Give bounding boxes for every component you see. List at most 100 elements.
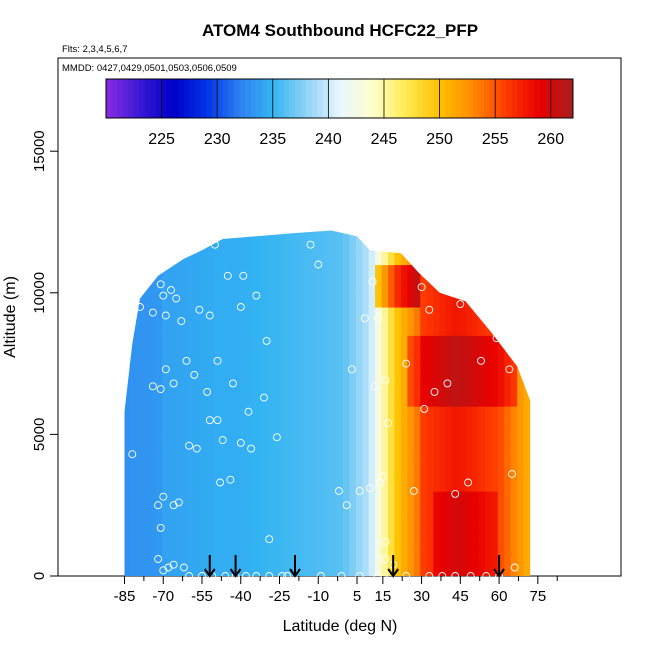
field-cell bbox=[323, 476, 331, 492]
field-cell bbox=[213, 321, 221, 336]
field-cell bbox=[375, 448, 383, 464]
observation-point bbox=[283, 572, 292, 580]
field-cell bbox=[413, 363, 421, 379]
observation-point bbox=[373, 314, 382, 323]
field-cell bbox=[200, 406, 208, 421]
field-cell bbox=[484, 306, 492, 322]
field-cell bbox=[233, 434, 241, 450]
field-cell bbox=[117, 491, 124, 506]
x-tick-label: -70 bbox=[152, 588, 174, 605]
field-cell bbox=[278, 278, 286, 294]
field-cell bbox=[336, 230, 344, 237]
colorbar-swatch bbox=[217, 79, 224, 118]
field-cell bbox=[117, 250, 124, 265]
field-cell bbox=[149, 230, 157, 237]
field-cell bbox=[200, 321, 208, 336]
field-cell bbox=[517, 250, 525, 266]
field-cell bbox=[245, 335, 253, 351]
field-cell bbox=[349, 230, 357, 237]
observation-point bbox=[203, 387, 212, 396]
field-cell bbox=[349, 292, 357, 308]
field-cell bbox=[174, 230, 182, 237]
field-cell bbox=[207, 434, 215, 450]
field-cell bbox=[388, 448, 396, 464]
field-cell bbox=[413, 505, 421, 520]
field-cell bbox=[400, 292, 408, 308]
field-cell bbox=[278, 448, 286, 464]
field-cell bbox=[446, 306, 454, 322]
observation-point bbox=[477, 356, 485, 365]
field-cell bbox=[355, 519, 363, 535]
field-cell bbox=[465, 491, 473, 506]
field-cell bbox=[220, 278, 228, 294]
field-cell bbox=[284, 561, 292, 576]
field-cell bbox=[187, 476, 195, 492]
field-cell bbox=[304, 519, 312, 535]
field-cell bbox=[504, 448, 512, 464]
field-cell bbox=[426, 391, 434, 407]
field-cell bbox=[297, 533, 305, 549]
field-cell bbox=[439, 505, 447, 520]
observation-point bbox=[154, 501, 163, 510]
field-cell bbox=[245, 250, 253, 266]
field-cell bbox=[252, 264, 260, 280]
field-cell bbox=[239, 505, 247, 520]
field-cell bbox=[129, 230, 137, 237]
field-cell bbox=[168, 321, 176, 336]
field-cell bbox=[194, 306, 202, 322]
field-cell bbox=[265, 420, 273, 435]
colorbar-swatch bbox=[467, 79, 474, 118]
field-cell bbox=[362, 533, 370, 549]
field-cell bbox=[439, 363, 447, 379]
field-cell bbox=[433, 349, 441, 365]
x-tick-label: 15 bbox=[374, 588, 391, 605]
field-cell bbox=[530, 306, 531, 322]
field-cell bbox=[245, 476, 253, 492]
field-cell bbox=[213, 391, 221, 407]
field-cell bbox=[484, 236, 492, 251]
colorbar-swatch bbox=[450, 79, 457, 118]
field-cell bbox=[413, 420, 421, 435]
field-cell bbox=[155, 491, 163, 506]
field-cell bbox=[452, 306, 460, 322]
field-cell bbox=[342, 363, 350, 379]
field-cell bbox=[258, 491, 266, 506]
field-cell bbox=[310, 434, 318, 450]
field-cell bbox=[510, 476, 518, 492]
field-cell bbox=[407, 306, 415, 322]
field-cell bbox=[181, 230, 189, 237]
field-cell bbox=[420, 306, 428, 322]
field-cell bbox=[375, 335, 383, 351]
field-cell bbox=[194, 547, 202, 563]
field-cell bbox=[323, 321, 331, 336]
field-cell bbox=[510, 377, 518, 393]
field-cell bbox=[446, 250, 454, 266]
field-cell bbox=[187, 349, 195, 365]
field-cell bbox=[291, 448, 299, 464]
field-cell bbox=[323, 406, 331, 421]
field-cell bbox=[187, 236, 195, 251]
field-cell bbox=[117, 562, 124, 577]
field-cell bbox=[407, 363, 415, 379]
field-cell bbox=[504, 406, 512, 421]
field-cell bbox=[220, 448, 228, 464]
field-cell bbox=[504, 561, 512, 576]
field-cell bbox=[220, 335, 228, 351]
observation-point bbox=[213, 356, 222, 365]
field-cell bbox=[310, 335, 318, 351]
field-cell bbox=[459, 533, 467, 549]
field-cell bbox=[252, 335, 260, 351]
observation-point bbox=[381, 555, 390, 563]
field-cell bbox=[439, 306, 447, 322]
field-cell bbox=[149, 363, 157, 379]
field-cell bbox=[181, 335, 189, 351]
field-cell bbox=[304, 335, 312, 351]
field-cell bbox=[174, 306, 182, 322]
field-cell bbox=[117, 392, 124, 407]
field-cell bbox=[517, 476, 525, 492]
field-cell bbox=[297, 363, 305, 379]
field-cell bbox=[200, 264, 208, 280]
field-cell bbox=[124, 547, 131, 563]
field-cell bbox=[400, 250, 408, 266]
field-cell bbox=[413, 230, 421, 237]
